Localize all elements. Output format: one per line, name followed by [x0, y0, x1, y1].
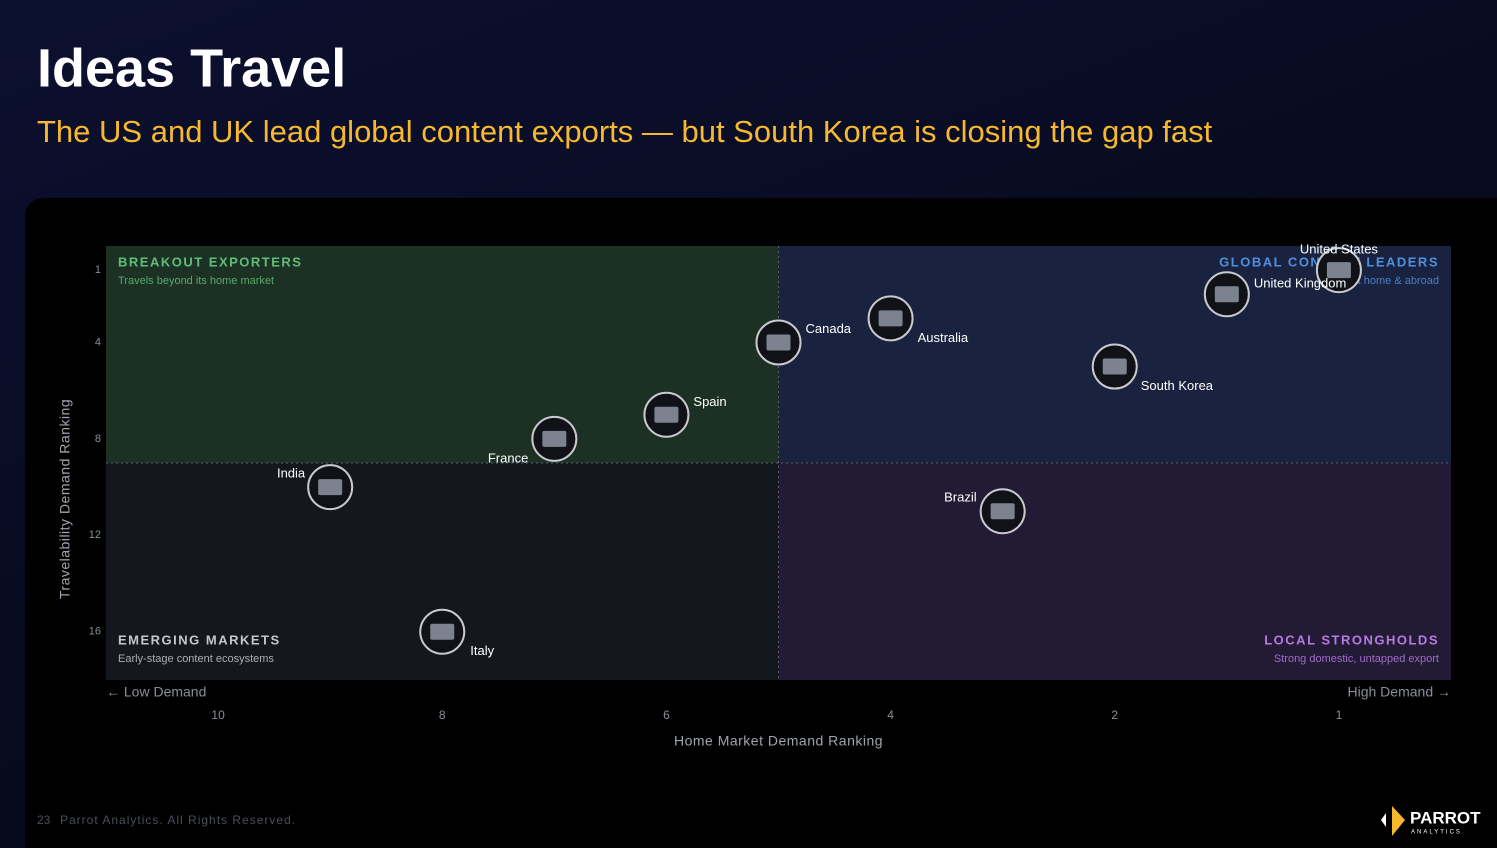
x-low-note: ← Low Demand	[106, 684, 206, 700]
logo-sub: ANALYTICS	[1411, 830, 1462, 836]
point-label: Canada	[806, 321, 852, 336]
quadrant	[778, 463, 1451, 680]
point-label: United States	[1300, 242, 1379, 257]
y-tick-label: 4	[95, 336, 101, 348]
flag-icon	[878, 310, 903, 327]
x-tick-label: 8	[439, 708, 446, 722]
flag-icon	[542, 430, 567, 447]
flag-icon	[990, 503, 1015, 520]
x-axis-label: Home Market Demand Ranking	[674, 733, 883, 749]
point-label: India	[277, 466, 306, 481]
x-high-note: High Demand →	[1348, 684, 1452, 700]
subtitle: The US and UK lead global content export…	[37, 114, 1213, 149]
x-tick-label: 2	[1111, 708, 1118, 722]
quadrant-title: BREAKOUT EXPORTERS	[118, 254, 302, 269]
copyright: Parrot Analytics. All Rights Reserved.	[60, 813, 296, 827]
y-axis-label: Travelability Demand Ranking	[57, 399, 73, 599]
y-tick-label: 8	[95, 433, 101, 445]
point-label: United Kingdom	[1254, 276, 1347, 291]
title: Ideas Travel	[37, 38, 346, 98]
point-label: Spain	[693, 394, 726, 409]
point-label: South Korea	[1141, 378, 1214, 393]
point-label: Brazil	[944, 490, 977, 505]
y-tick-label: 12	[89, 529, 101, 541]
x-tick-label: 1	[1336, 708, 1343, 722]
quadrant-subtitle: Early-stage content ecosystems	[118, 653, 274, 665]
x-tick-label: 10	[211, 708, 225, 722]
logo-icon	[1392, 806, 1405, 836]
flag-icon	[1214, 286, 1239, 303]
page-number: 23	[37, 813, 51, 827]
quadrant-subtitle: Travels beyond its home market	[118, 275, 274, 287]
logo-icon	[1381, 813, 1386, 827]
x-tick-label: 6	[663, 708, 670, 722]
quadrant-subtitle: Strong domestic, untapped export	[1274, 653, 1439, 665]
y-tick-label: 16	[89, 626, 101, 638]
flag-icon	[318, 479, 343, 496]
logo: PARROT	[1410, 808, 1481, 827]
quadrant-title: EMERGING MARKETS	[118, 632, 281, 647]
point-label: Australia	[918, 330, 969, 345]
flag-icon	[1326, 262, 1351, 279]
x-tick-label: 4	[887, 708, 894, 722]
flag-icon	[430, 623, 455, 640]
quadrant-title: LOCAL STRONGHOLDS	[1264, 632, 1439, 647]
point-label: Italy	[470, 643, 494, 658]
flag-icon	[1102, 358, 1127, 375]
flag-icon	[766, 334, 791, 351]
y-tick-label: 1	[95, 264, 101, 276]
point-label: France	[488, 450, 528, 465]
flag-icon	[654, 406, 679, 423]
plot: BREAKOUT EXPORTERS Travels beyond its hom…	[57, 242, 1451, 749]
